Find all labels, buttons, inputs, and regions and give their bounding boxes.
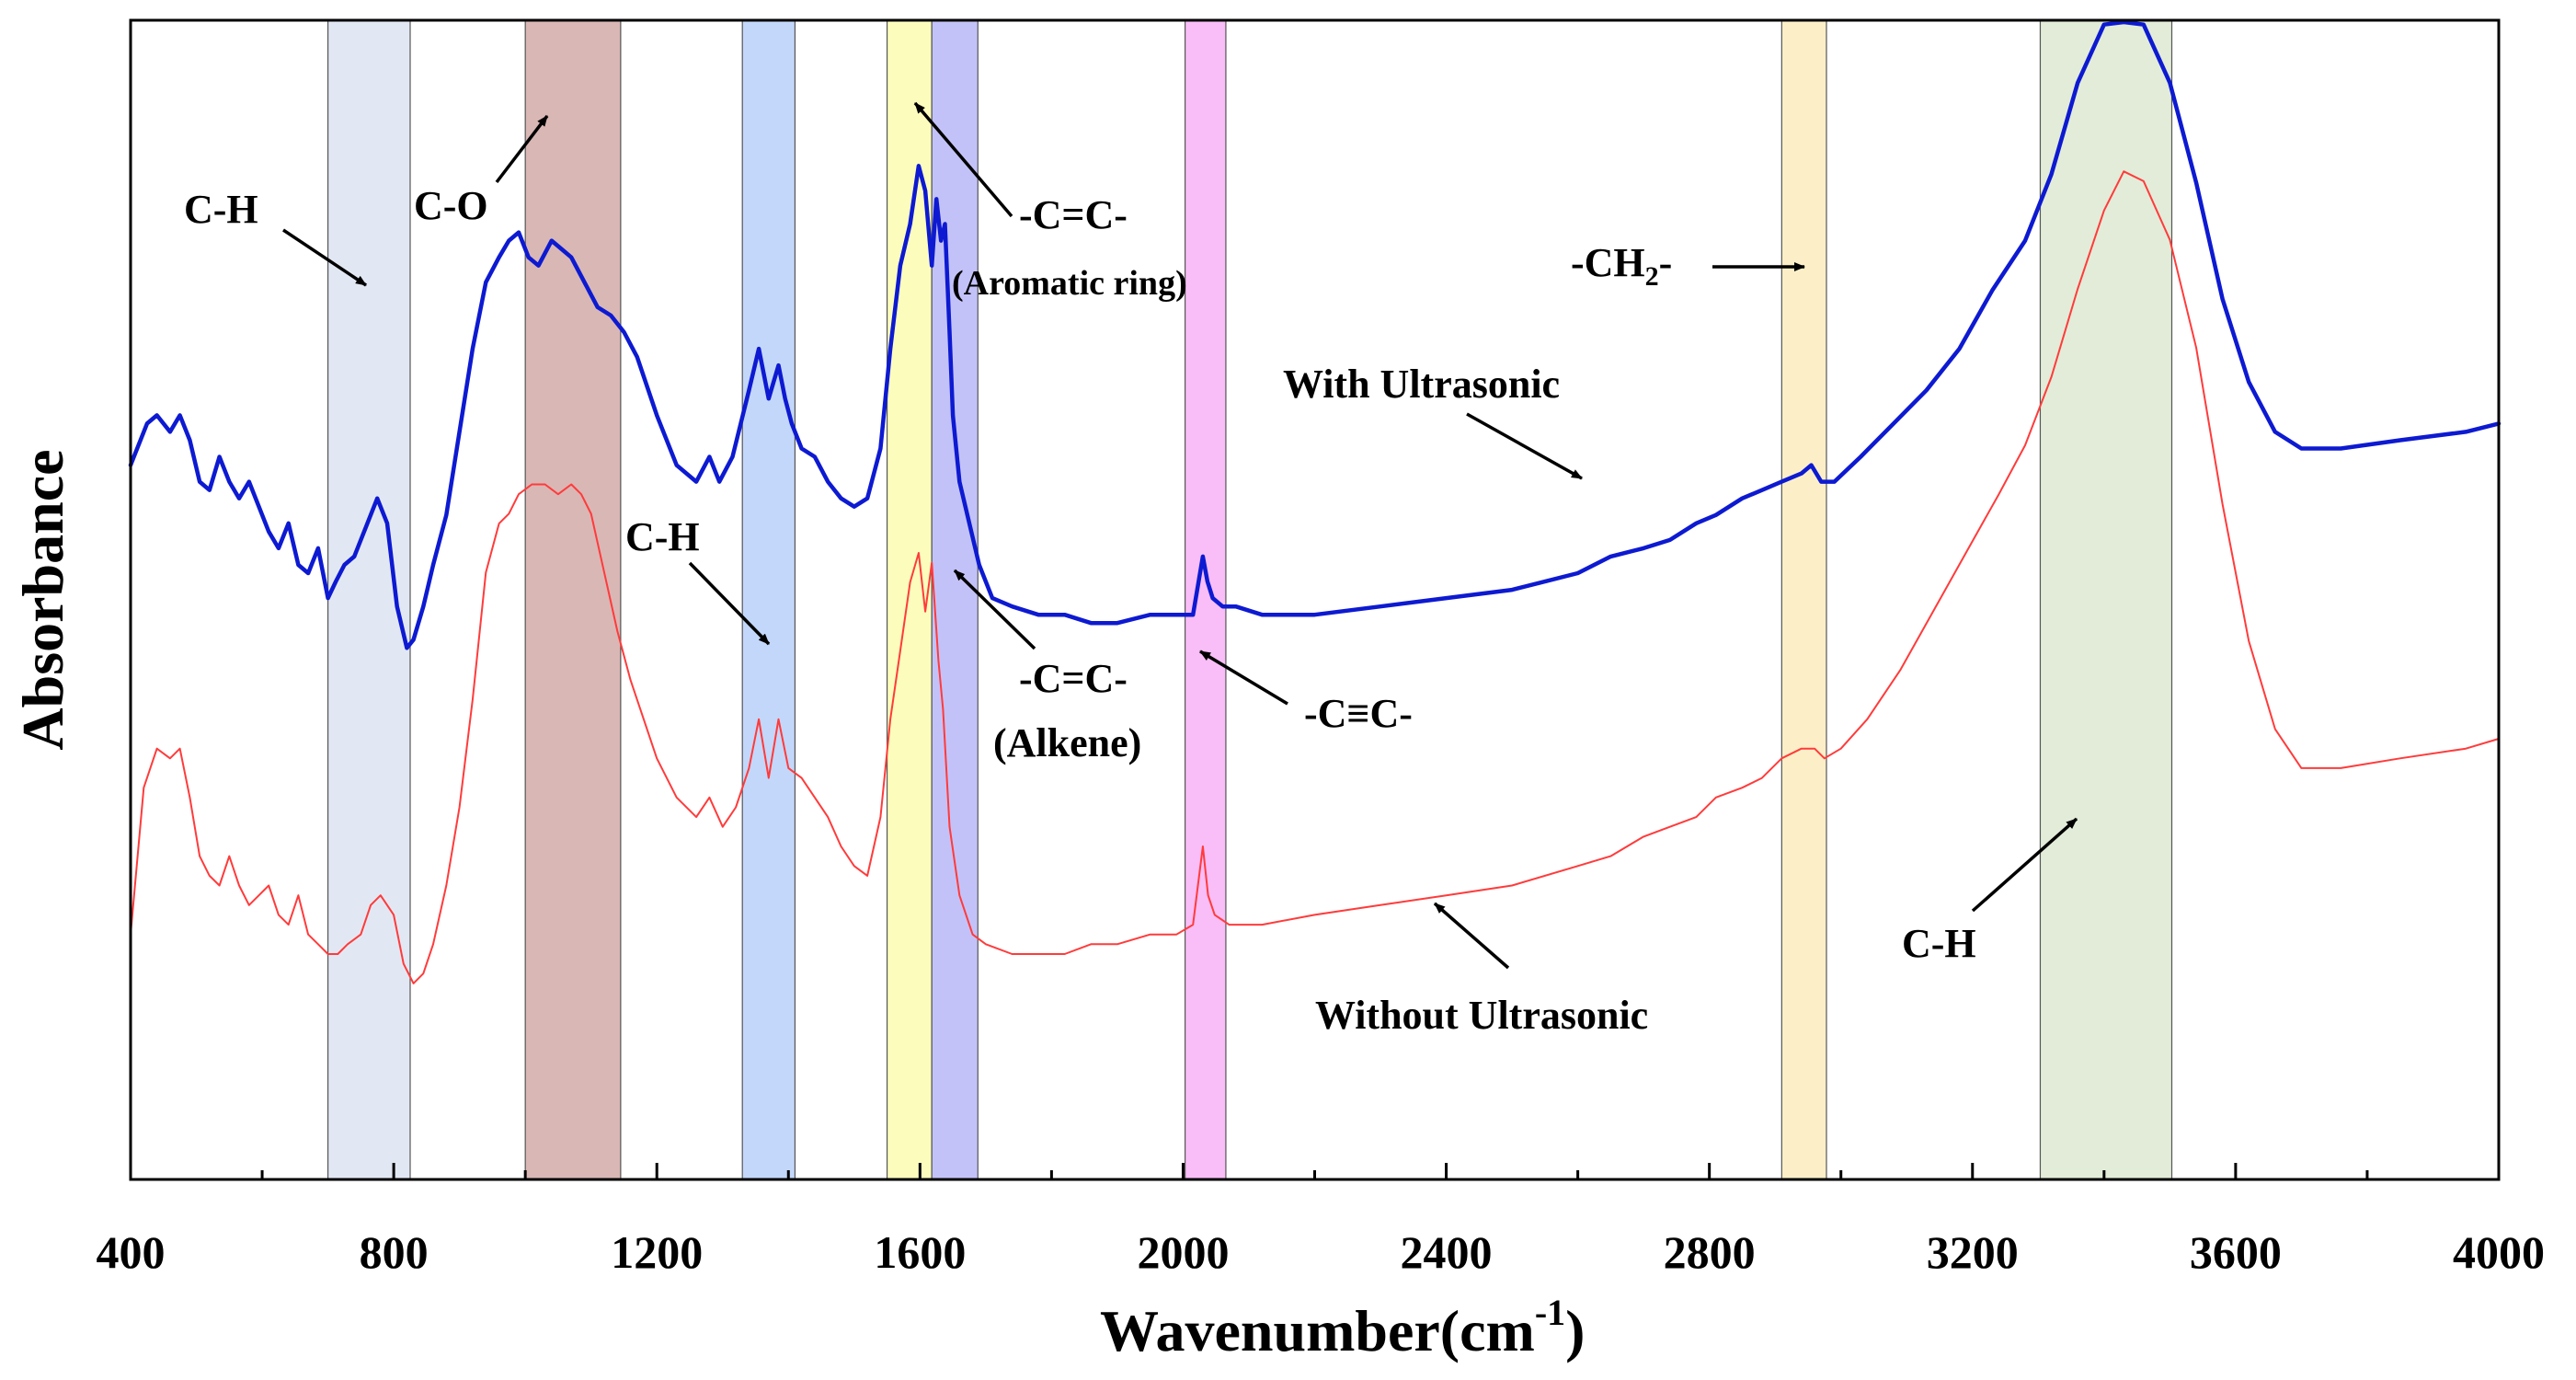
arrow-aromatic	[913, 101, 1013, 218]
arrow-ch-mid	[688, 561, 771, 646]
annotation-alkene-ccc: -C=C-	[1019, 656, 1128, 701]
annotation-co: C-O	[414, 183, 488, 228]
band-6	[1780, 19, 1827, 1180]
x-tick-label: 4000	[2453, 1226, 2545, 1278]
spectra-lines	[128, 19, 2502, 984]
arrow-ch-right	[1971, 817, 2078, 913]
annotation-ch-left: C-H	[184, 187, 258, 232]
x-tick-label: 800	[360, 1226, 429, 1278]
arrow-ch-left	[282, 228, 367, 287]
annotation-triple-bond: -C≡C-	[1304, 691, 1413, 736]
band-1	[524, 19, 622, 1180]
band-4	[931, 19, 979, 1180]
x-tick-label: 3600	[2190, 1226, 2282, 1278]
arrow-with-ultrasonic	[1466, 412, 1583, 480]
highlight-bands	[326, 19, 2173, 1180]
x-axis-label-superscript: -1	[1535, 1292, 1565, 1333]
arrow-without-ultrasonic	[1433, 902, 1510, 970]
arrow-alkene	[953, 569, 1036, 650]
annotation-aromatic-ring: (Aromatic ring)	[952, 264, 1187, 303]
annotation-without-ultrasonic: Without Ultrasonic	[1315, 993, 1648, 1038]
x-axis-label-close: )	[1565, 1298, 1585, 1363]
annotation-aromatic-ccc: -C=C-	[1019, 192, 1128, 237]
x-tick-label: 2000	[1137, 1226, 1229, 1278]
annotation-ch2-main: -CH	[1571, 240, 1645, 285]
arrow-co	[495, 114, 549, 184]
annotation-ch2: -CH2-	[1571, 240, 1672, 292]
annotation-ch2-subscript: 2	[1645, 261, 1659, 292]
series-with-ultrasonic	[128, 19, 2502, 650]
x-tick-label: 1600	[874, 1226, 966, 1278]
band-5	[1184, 19, 1227, 1180]
annotation-ch-right: C-H	[1902, 921, 1976, 966]
band-2	[741, 19, 796, 1180]
x-tick-label: 400	[97, 1226, 166, 1278]
annotation-ch-mid: C-H	[625, 514, 700, 559]
y-axis-label: Absorbance	[10, 449, 75, 750]
series-without-ultrasonic	[130, 170, 2500, 984]
x-axis-ticks: 400 800 1200 1600 2000 2400 2800 3200 3600 4000	[97, 1163, 2545, 1278]
annotation-with-ultrasonic: With Ultrasonic	[1283, 362, 1560, 407]
x-tick-label: 3200	[1927, 1226, 2019, 1278]
arrow-triple-bond	[1199, 650, 1288, 706]
annotation-ch2-tail: -	[1659, 240, 1673, 285]
band-7	[2039, 19, 2173, 1180]
x-axis-label-main: Wavenumber(cm	[1100, 1298, 1535, 1363]
x-tick-label: 1200	[611, 1226, 703, 1278]
x-axis-label: Wavenumber(cm-1)	[1100, 1292, 1585, 1363]
x-tick-label: 2800	[1664, 1226, 1756, 1278]
annotation-alkene: (Alkene)	[993, 720, 1141, 765]
x-tick-label: 2400	[1401, 1226, 1493, 1278]
